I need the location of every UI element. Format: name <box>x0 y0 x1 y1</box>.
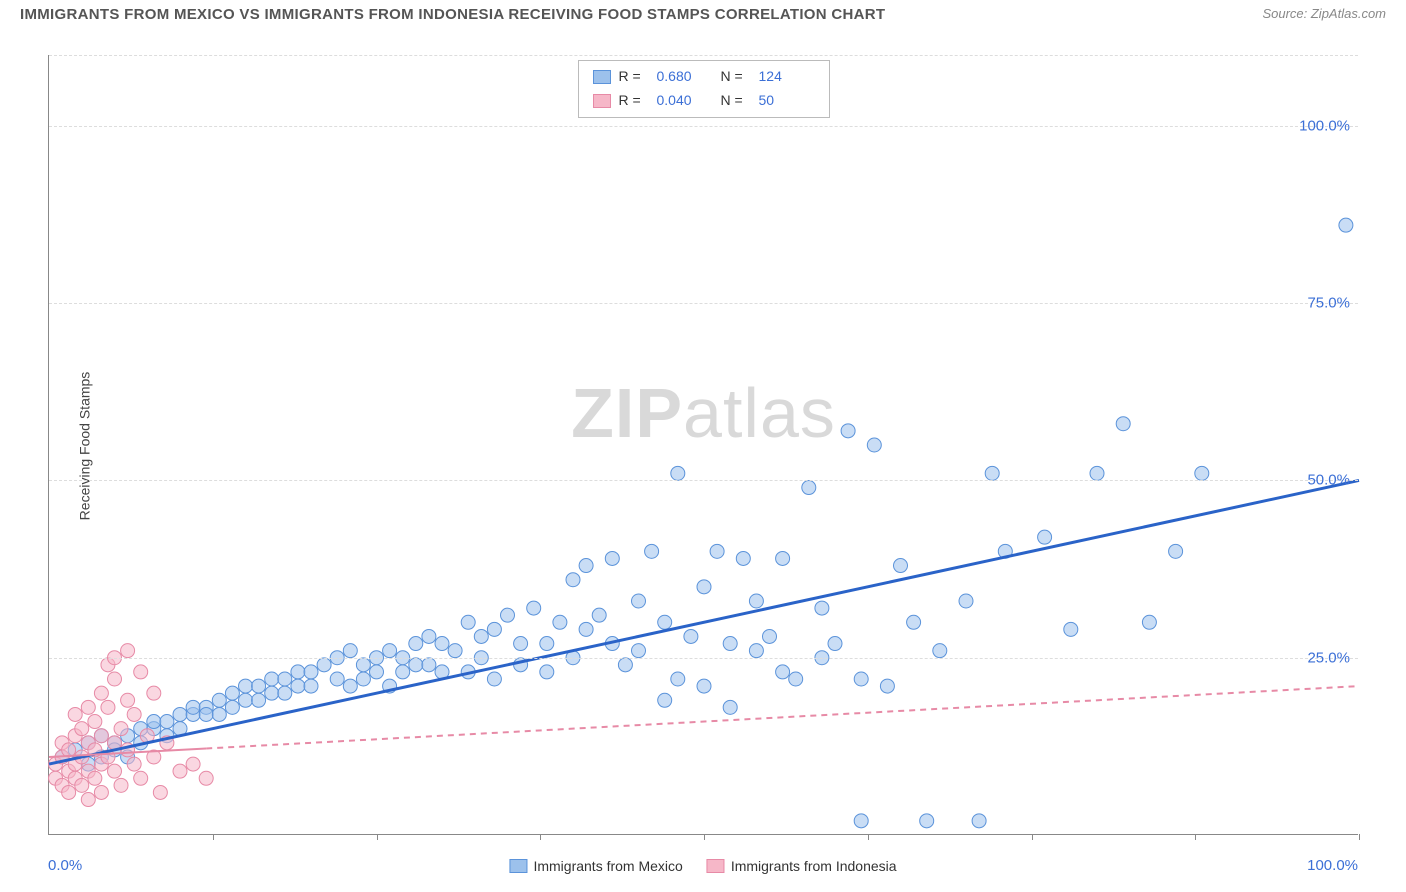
swatch-mexico-bottom <box>509 859 527 873</box>
source-attribution: Source: ZipAtlas.com <box>1262 6 1386 21</box>
swatch-indonesia-bottom <box>707 859 725 873</box>
legend-item-mexico: Immigrants from Mexico <box>509 858 682 874</box>
correlation-legend: R = 0.680 N = 124 R = 0.040 N = 50 <box>578 60 830 118</box>
y-tick-label: 75.0% <box>1307 295 1350 312</box>
y-tick-label: 25.0% <box>1307 649 1350 666</box>
y-tick-label: 100.0% <box>1299 117 1350 134</box>
legend-row-mexico: R = 0.680 N = 124 <box>593 65 815 89</box>
x-axis-max-label: 100.0% <box>1307 857 1358 874</box>
x-axis-min-label: 0.0% <box>48 857 82 874</box>
chart-plot-area: ZIPatlas R = 0.680 N = 124 R = 0.040 N =… <box>48 55 1358 835</box>
legend-row-indonesia: R = 0.040 N = 50 <box>593 89 815 113</box>
series-legend: Immigrants from Mexico Immigrants from I… <box>509 858 896 874</box>
swatch-indonesia <box>593 94 611 108</box>
y-tick-label: 50.0% <box>1307 472 1350 489</box>
swatch-mexico <box>593 70 611 84</box>
legend-item-indonesia: Immigrants from Indonesia <box>707 858 897 874</box>
chart-title: IMMIGRANTS FROM MEXICO VS IMMIGRANTS FRO… <box>20 6 885 23</box>
scatter-svg <box>49 55 1358 834</box>
